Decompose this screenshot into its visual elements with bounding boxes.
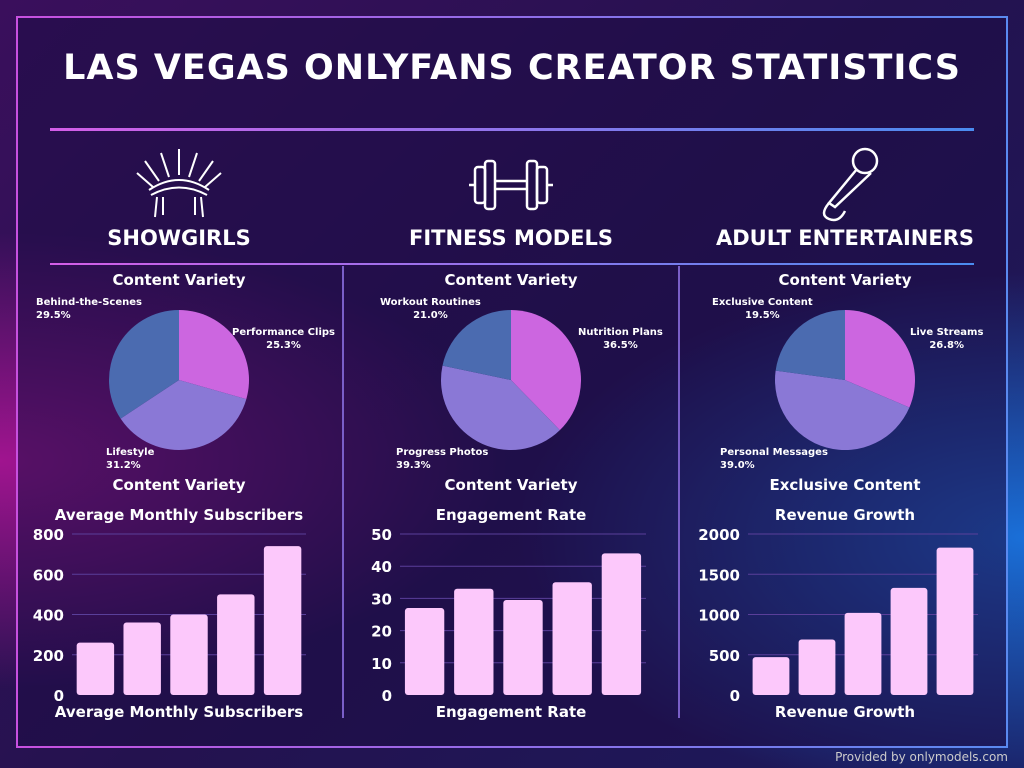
bar — [454, 588, 494, 695]
pie-slice — [845, 310, 915, 408]
pie-label: Behind-the-Scenes 29.5% — [36, 296, 142, 322]
bar — [76, 642, 115, 695]
pie-label-value: 25.3% — [266, 340, 301, 351]
column-divider — [678, 266, 680, 718]
pie-title: Content Variety — [112, 271, 246, 289]
pie-label: Progress Photos 39.3% — [396, 446, 488, 472]
pie-label-value: 39.0% — [720, 460, 755, 471]
y-tick-label: 0 — [730, 687, 740, 705]
bar-title: Revenue Growth — [774, 506, 916, 524]
pie-label-name: Progress Photos — [396, 447, 489, 458]
bar-title: Average Monthly Subscribers — [54, 506, 304, 524]
bar — [404, 608, 445, 695]
bar — [601, 553, 642, 695]
y-tick-label: 2000 — [698, 526, 740, 544]
section-heading: FITNESS MODELS — [408, 226, 614, 250]
section-showgirls: SHOWGIRLS Content Variety Content Variet… — [14, 0, 344, 768]
bar — [123, 622, 161, 695]
bar-xlabel: Revenue Growth — [774, 703, 916, 721]
pie-label: Performance Clips 25.3% — [232, 326, 335, 352]
y-tick-label: 200 — [33, 647, 64, 665]
bar — [890, 587, 928, 695]
microphone-icon — [822, 147, 879, 222]
section-heading: ADULT ENTERTAINERS — [715, 226, 975, 250]
pie-title: Content Variety — [444, 271, 578, 289]
pie-slice — [120, 380, 247, 451]
section-fitness-models: FITNESS MODELS Content Variety Content V… — [346, 0, 676, 768]
y-tick-label: 10 — [371, 655, 392, 673]
headdress-icon — [136, 149, 222, 218]
bar-title: Engagement Rate — [435, 506, 587, 524]
pie-label-name: Lifestyle — [106, 447, 155, 458]
pie-label-value: 19.5% — [745, 310, 780, 321]
bar — [844, 612, 882, 695]
pie-label-name: Nutrition Plans — [578, 327, 663, 338]
pie-label: Live Streams 26.8% — [910, 326, 983, 352]
y-tick-label: 40 — [371, 558, 392, 576]
y-tick-label: 600 — [33, 566, 64, 584]
pie-label-value: 31.2% — [106, 460, 141, 471]
bar — [503, 600, 543, 695]
y-tick-label: 50 — [371, 526, 392, 544]
pie-label: Lifestyle 31.2% — [106, 446, 154, 472]
pie-slice — [511, 310, 582, 431]
pie-label: Exclusive Content 19.5% — [712, 296, 813, 322]
pie-slice — [775, 370, 910, 451]
pie-caption: Exclusive Content — [769, 476, 921, 494]
section-divider — [50, 263, 974, 265]
column-divider — [342, 266, 344, 718]
bar-xlabel: Engagement Rate — [435, 703, 587, 721]
bar — [936, 547, 974, 695]
y-tick-label: 800 — [33, 526, 64, 544]
y-tick-label: 0 — [382, 687, 392, 705]
pie-title: Content Variety — [778, 271, 912, 289]
bar — [552, 582, 592, 695]
pie-label-name: Behind-the-Scenes — [36, 297, 142, 308]
pie-label-name: Performance Clips — [232, 327, 335, 338]
pie-label: Nutrition Plans 36.5% — [578, 326, 663, 352]
section-adult-entertainers: ADULT ENTERTAINERS Content Variety Exclu… — [680, 0, 1010, 768]
section-heading: SHOWGIRLS — [107, 226, 251, 250]
pie-label-name: Live Streams — [910, 327, 984, 338]
title-divider — [50, 128, 974, 131]
bar — [263, 546, 302, 695]
bar — [798, 639, 836, 695]
bar — [170, 614, 208, 695]
pie-slice — [775, 310, 845, 380]
y-tick-label: 1500 — [698, 566, 740, 584]
bar — [217, 594, 255, 695]
pie-slice — [108, 310, 179, 419]
pie-caption: Content Variety — [444, 476, 578, 494]
pie-label-value: 39.3% — [396, 460, 431, 471]
pie-label-name: Exclusive Content — [712, 297, 813, 308]
pie-label-name: Personal Messages — [720, 447, 828, 458]
bar — [752, 657, 790, 695]
pie-label: Personal Messages 39.0% — [720, 446, 828, 472]
pie-label-value: 21.0% — [413, 310, 448, 321]
pie-label-value: 29.5% — [36, 310, 71, 321]
pie-label-value: 36.5% — [603, 340, 638, 351]
page-title: LAS VEGAS ONLYFANS CREATOR STATISTICS — [63, 48, 961, 88]
y-tick-label: 30 — [371, 590, 392, 608]
pie-slice — [179, 310, 249, 400]
y-tick-label: 20 — [371, 623, 392, 641]
dumbbell-icon — [469, 159, 553, 211]
y-tick-label: 0 — [54, 687, 64, 705]
y-tick-label: 1000 — [698, 607, 740, 625]
pie-slice — [441, 365, 560, 450]
pie-label-value: 26.8% — [929, 340, 965, 351]
pie-slice — [442, 310, 511, 380]
footer-credit: Provided by onlymodels.com — [835, 750, 1008, 764]
pie-label-name: Workout Routines — [380, 297, 481, 308]
pie-caption: Content Variety — [112, 476, 246, 494]
bar-xlabel: Average Monthly Subscribers — [54, 703, 304, 721]
pie-label: Workout Routines 21.0% — [380, 296, 481, 322]
y-tick-label: 400 — [33, 607, 64, 625]
y-tick-label: 500 — [709, 647, 740, 665]
